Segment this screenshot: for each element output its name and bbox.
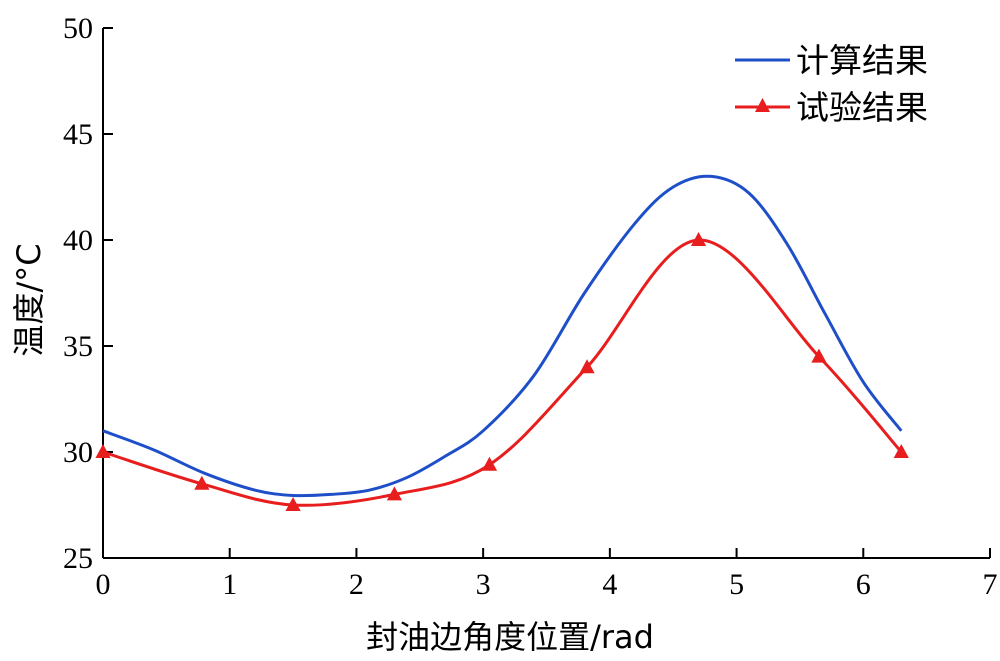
x-tick-label: 0 bbox=[96, 568, 111, 601]
y-axis-title: 温度/°C bbox=[10, 243, 48, 356]
x-tick-label: 4 bbox=[602, 568, 617, 601]
y-tick-label: 35 bbox=[63, 330, 93, 363]
data-point bbox=[285, 497, 301, 511]
data-point bbox=[194, 475, 210, 490]
y-tick-label: 25 bbox=[63, 542, 93, 575]
data-point bbox=[95, 444, 111, 458]
x-tick-label: 1 bbox=[222, 568, 237, 601]
series-experimental bbox=[95, 232, 909, 511]
axes bbox=[102, 28, 990, 559]
data-point bbox=[579, 359, 595, 374]
x-tick-label: 7 bbox=[983, 568, 998, 601]
y-axis-ticks: 25 30 35 40 45 50 bbox=[63, 12, 113, 575]
data-point bbox=[690, 232, 707, 246]
series-calculated bbox=[102, 174, 903, 498]
legend: 计算结果 试验结果 bbox=[735, 41, 928, 127]
x-tick-label: 5 bbox=[729, 568, 744, 601]
legend-marker-test bbox=[755, 98, 770, 112]
x-tick-label: 6 bbox=[856, 568, 871, 601]
x-axis-title: 封油边角度位置/rad bbox=[366, 618, 654, 656]
x-axis-ticks: 0 1 2 3 4 5 6 7 bbox=[96, 548, 998, 601]
y-tick-label: 50 bbox=[63, 12, 93, 45]
y-tick-label: 45 bbox=[63, 118, 93, 151]
y-tick-label: 40 bbox=[63, 224, 93, 257]
series-line bbox=[102, 238, 903, 507]
data-point bbox=[481, 456, 498, 471]
legend-label-test: 试验结果 bbox=[796, 88, 928, 127]
legend-label-calc: 计算结果 bbox=[796, 41, 928, 80]
series-line bbox=[102, 174, 903, 498]
data-point bbox=[811, 348, 827, 363]
y-tick-label: 30 bbox=[63, 436, 93, 469]
data-point bbox=[893, 444, 909, 458]
data-point bbox=[386, 486, 403, 501]
series-layer bbox=[95, 174, 909, 511]
x-tick-label: 2 bbox=[349, 568, 364, 601]
x-tick-label: 3 bbox=[476, 568, 491, 601]
